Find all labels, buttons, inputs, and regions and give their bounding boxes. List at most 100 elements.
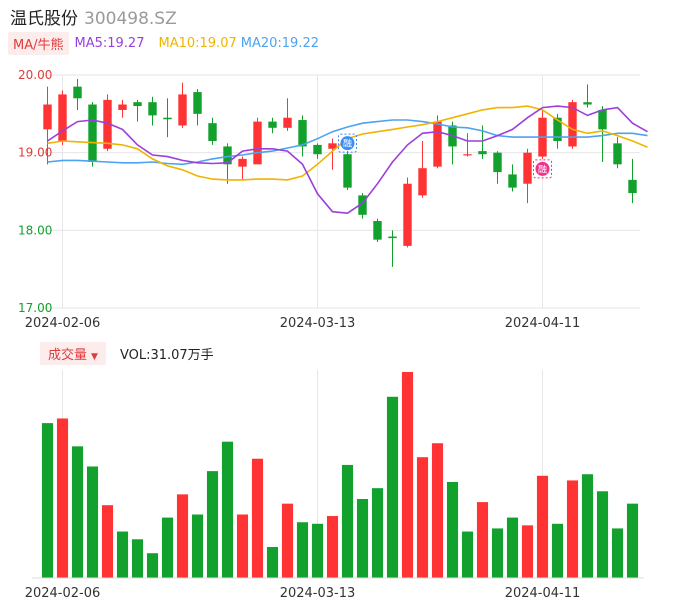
- candle-body: [283, 117, 292, 128]
- volume-bar: [266, 547, 279, 578]
- volume-bar: [206, 471, 219, 578]
- candle-body: [178, 94, 187, 126]
- price-date-label: 2024-04-11: [505, 316, 581, 331]
- volume-bar: [71, 446, 84, 578]
- volume-bar: [611, 528, 624, 578]
- volume-bar: [431, 443, 444, 578]
- volume-bar: [416, 457, 429, 578]
- volume-bar: [371, 488, 384, 578]
- candle-body: [523, 152, 532, 184]
- volume-bar: [596, 491, 609, 578]
- volume-bar: [191, 514, 204, 578]
- volume-bar: [131, 539, 144, 578]
- candle-body: [58, 94, 67, 142]
- price-date-label: 2024-02-06: [25, 316, 101, 331]
- volume-indicator-tag[interactable]: 成交量 ▼: [40, 342, 106, 365]
- candle-body: [238, 158, 247, 167]
- ma10-legend: MA10:19.07: [158, 35, 237, 51]
- ma20-line: [47, 119, 648, 166]
- candle-body: [163, 117, 172, 120]
- volume-bar: [506, 517, 519, 578]
- candle-body: [118, 104, 127, 110]
- candle-body: [403, 183, 412, 246]
- candle-body: [73, 86, 82, 99]
- price-date-label: 2024-03-13: [280, 316, 356, 331]
- stock-code: 300498.SZ: [84, 9, 177, 29]
- candle-body: [358, 195, 367, 215]
- volume-bar: [56, 418, 69, 578]
- marker-circle: [340, 136, 355, 151]
- candle-body: [223, 146, 232, 165]
- volume-bar: [236, 514, 249, 578]
- stock-name: 温氏股份: [10, 9, 78, 29]
- ma5-legend: MA5:19.27: [74, 35, 145, 51]
- volume-bar: [476, 502, 489, 578]
- candle-body: [478, 151, 487, 155]
- stock-title: 温氏股份 300498.SZ: [10, 4, 177, 29]
- volume-bar: [626, 503, 639, 578]
- volume-bar: [146, 553, 159, 578]
- candle-body: [328, 143, 337, 149]
- candle-body: [103, 99, 112, 149]
- volume-bar: [101, 505, 114, 578]
- volume-bar: [161, 517, 174, 578]
- candle-body: [508, 174, 517, 188]
- volume-bar: [566, 480, 579, 578]
- volume-tag-label: 成交量: [48, 348, 88, 363]
- candle-body: [463, 154, 472, 156]
- candle-body: [613, 143, 622, 165]
- volume-bar: [281, 503, 294, 578]
- volume-bar: [401, 372, 414, 578]
- ma-legend: MA/牛熊 MA5:19.27 MA10:19.07 MA20:19.22: [8, 31, 323, 55]
- volume-bar: [86, 466, 99, 578]
- marker-frame: [533, 159, 552, 179]
- volume-bar: [356, 499, 369, 578]
- candle-body: [418, 168, 427, 196]
- ma20-legend: MA20:19.22: [240, 35, 319, 51]
- candle-body: [148, 102, 157, 116]
- ma-indicator-tag[interactable]: MA/牛熊: [8, 31, 69, 55]
- volume-bar: [251, 458, 264, 578]
- candle-body: [373, 221, 382, 240]
- candle-body: [133, 102, 142, 107]
- volume-date-label: 2024-03-13: [280, 586, 356, 601]
- volume-date-label: 2024-02-06: [25, 586, 101, 601]
- marker-label: 融: [343, 139, 352, 150]
- volume-bar: [176, 494, 189, 578]
- volume-bar: [551, 523, 564, 578]
- candle-body: [343, 154, 352, 188]
- candle-body: [628, 179, 637, 194]
- volume-bar: [491, 528, 504, 578]
- volume-bar: [461, 531, 474, 578]
- volume-bar: [341, 464, 354, 578]
- volume-bar: [581, 474, 594, 578]
- volume-legend: 成交量 ▼ VOL:31.07万手: [40, 342, 214, 365]
- ma5-line: [47, 105, 648, 215]
- volume-bar: [536, 475, 549, 578]
- caret-down-icon: ▼: [91, 352, 98, 362]
- volume-bar: [221, 441, 234, 578]
- candle-body: [193, 92, 202, 114]
- candle-body: [433, 121, 442, 167]
- price-tick-label: 18.00: [18, 223, 52, 237]
- volume-bar: [521, 525, 534, 578]
- marker-frame: [338, 133, 357, 153]
- marker-label: 融: [538, 164, 547, 175]
- candle-body: [553, 117, 562, 142]
- candle-body: [583, 102, 592, 105]
- volume-bar: [116, 531, 129, 578]
- volume-value: VOL:31.07万手: [119, 348, 214, 363]
- candle-body: [298, 120, 307, 147]
- marker-circle: [535, 161, 550, 176]
- price-tick-label: 20.00: [18, 68, 52, 82]
- candle-body: [88, 104, 97, 162]
- candle-body: [313, 144, 322, 155]
- margin-marker: 融: [338, 133, 357, 153]
- volume-bar: [386, 396, 399, 578]
- candle-body: [388, 236, 397, 239]
- volume-date-label: 2024-04-11: [505, 586, 581, 601]
- margin-marker: 融: [533, 159, 552, 179]
- price-tick-label: 19.00: [18, 146, 52, 160]
- candle-body: [208, 123, 217, 142]
